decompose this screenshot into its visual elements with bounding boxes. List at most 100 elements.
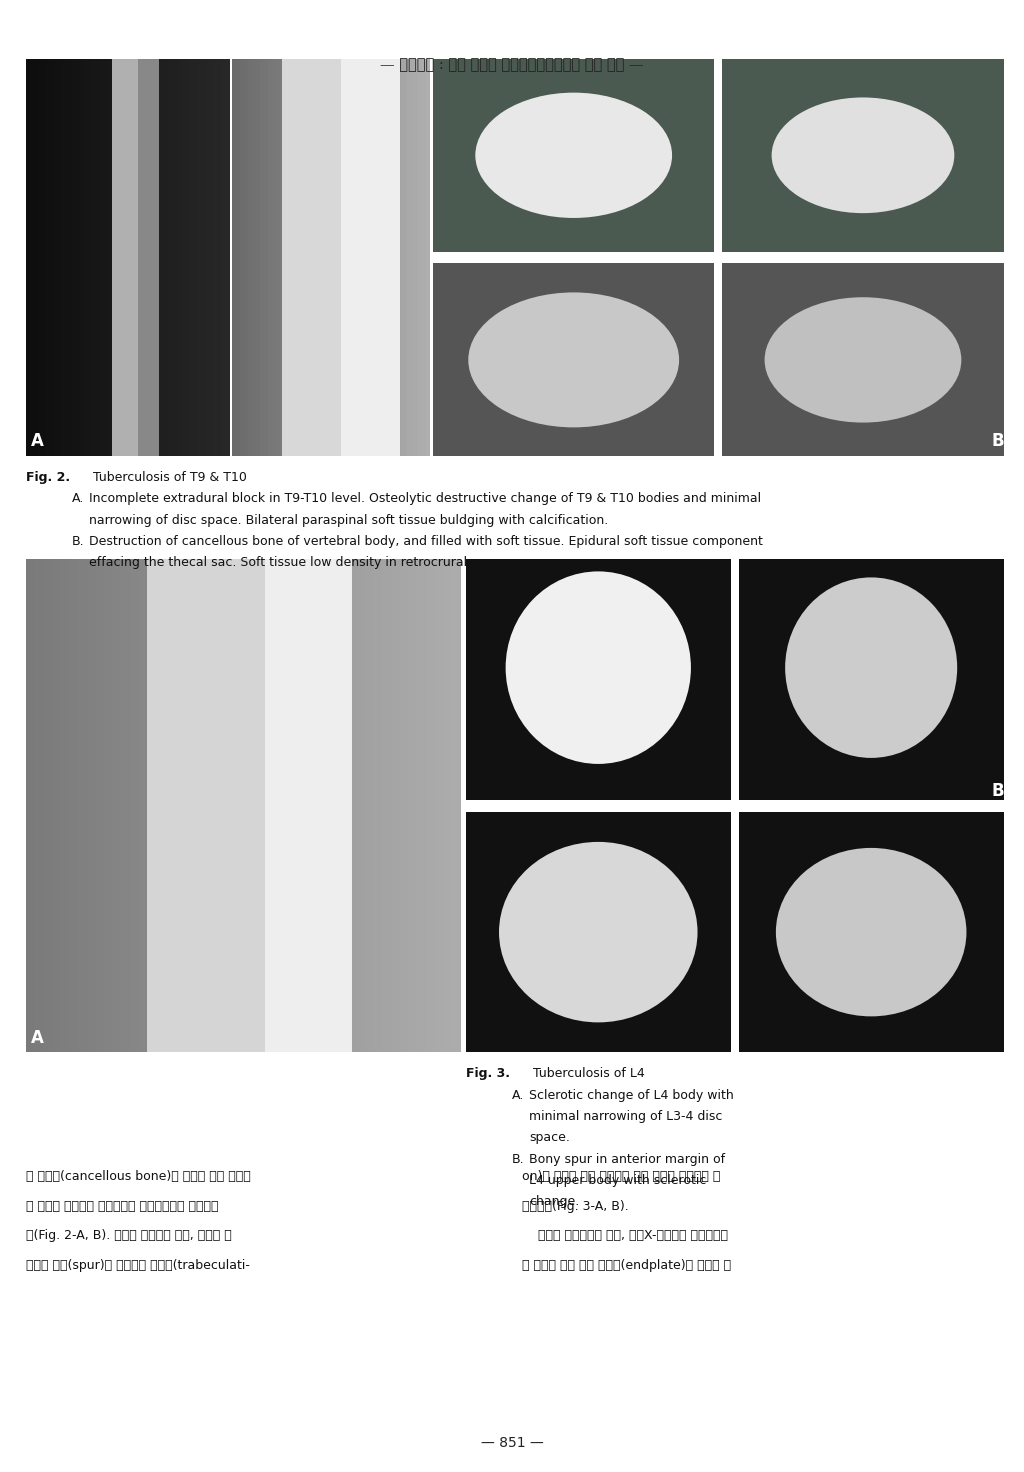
- Bar: [341, 59, 400, 456]
- Bar: [209, 559, 217, 1052]
- Text: — 임승수외 : 척추 결핵의 전산화단층촬영술에 대한 고찰 —: — 임승수외 : 척추 결핵의 전산화단층촬영술에 대한 고찰 —: [380, 59, 644, 72]
- Bar: [232, 59, 237, 456]
- Bar: [70, 559, 78, 1052]
- Ellipse shape: [765, 297, 962, 422]
- Ellipse shape: [506, 571, 691, 764]
- Text: minimal narrowing of L3-4 disc: minimal narrowing of L3-4 disc: [529, 1110, 723, 1123]
- Bar: [332, 59, 335, 456]
- Bar: [245, 59, 248, 456]
- Bar: [434, 559, 443, 1052]
- Text: Tuberculosis of L4: Tuberculosis of L4: [529, 1067, 645, 1080]
- Bar: [387, 59, 390, 456]
- Text: 다(Fig. 2-A, B). 경화성 골파괴의 경우, 척추체 전: 다(Fig. 2-A, B). 경화성 골파괴의 경우, 척추체 전: [26, 1229, 231, 1242]
- Bar: [38, 59, 42, 456]
- Bar: [394, 59, 398, 456]
- Text: 의 협소와 함께 인접 척추판(endplate)의 경미한 파: 의 협소와 함께 인접 척추판(endplate)의 경미한 파: [522, 1259, 731, 1272]
- Bar: [391, 559, 399, 1052]
- Text: 화농성 척추감염의 경우, 단순X-선촬영상 추간판간격: 화농성 척추감염의 경우, 단순X-선촬영상 추간판간격: [522, 1229, 728, 1242]
- Bar: [365, 559, 374, 1052]
- Bar: [234, 559, 244, 1052]
- Bar: [30, 59, 34, 456]
- Bar: [359, 59, 362, 456]
- Bar: [279, 559, 287, 1052]
- Bar: [248, 59, 252, 456]
- Bar: [426, 559, 435, 1052]
- Text: Fig. 2.: Fig. 2.: [26, 471, 70, 484]
- Bar: [173, 559, 182, 1052]
- Bar: [26, 559, 35, 1052]
- Text: — 851 —: — 851 —: [480, 1435, 544, 1450]
- Bar: [95, 59, 99, 456]
- Bar: [723, 263, 1004, 456]
- Text: A.: A.: [72, 492, 84, 505]
- Text: on)의 소실과 함께 추간판의 심한 파괴와 석회화를 동: on)의 소실과 함께 추간판의 심한 파괴와 석회화를 동: [522, 1170, 721, 1183]
- Bar: [121, 559, 130, 1052]
- Bar: [26, 59, 30, 456]
- Ellipse shape: [468, 293, 679, 427]
- Bar: [112, 59, 116, 456]
- Bar: [415, 59, 418, 456]
- Bar: [304, 559, 313, 1052]
- Bar: [367, 59, 371, 456]
- Bar: [383, 59, 387, 456]
- Text: B: B: [991, 782, 1004, 801]
- Bar: [226, 59, 230, 456]
- Bar: [58, 59, 62, 456]
- Bar: [153, 59, 157, 456]
- Bar: [165, 559, 174, 1052]
- Bar: [739, 559, 1004, 801]
- Bar: [190, 559, 200, 1052]
- Bar: [185, 59, 189, 456]
- Bar: [339, 559, 348, 1052]
- Bar: [265, 559, 352, 1052]
- Text: 반하였다(Fig. 3-A, B).: 반하였다(Fig. 3-A, B).: [522, 1200, 629, 1213]
- Text: Incomplete extradural block in T9-T10 level. Osteolytic destructive change of T9: Incomplete extradural block in T9-T10 le…: [89, 492, 761, 505]
- Bar: [272, 59, 275, 456]
- Bar: [136, 59, 140, 456]
- Bar: [157, 59, 161, 456]
- Bar: [156, 559, 165, 1052]
- Bar: [264, 59, 268, 456]
- Bar: [402, 59, 407, 456]
- Bar: [86, 559, 95, 1052]
- Bar: [292, 59, 296, 456]
- Text: space.: space.: [529, 1130, 570, 1144]
- Bar: [287, 559, 296, 1052]
- Ellipse shape: [499, 842, 697, 1023]
- Bar: [34, 59, 38, 456]
- Bar: [42, 59, 46, 456]
- Bar: [296, 59, 300, 456]
- Bar: [138, 59, 159, 456]
- Bar: [130, 559, 139, 1052]
- Bar: [112, 59, 138, 456]
- Bar: [407, 59, 411, 456]
- Bar: [165, 59, 169, 456]
- Text: A: A: [31, 1029, 44, 1047]
- Bar: [71, 59, 75, 456]
- Bar: [335, 59, 339, 456]
- Bar: [288, 59, 292, 456]
- Bar: [60, 559, 70, 1052]
- Bar: [124, 59, 128, 456]
- Bar: [225, 559, 234, 1052]
- Bar: [339, 59, 343, 456]
- Bar: [169, 59, 173, 456]
- Bar: [356, 559, 365, 1052]
- Bar: [355, 59, 359, 456]
- Bar: [418, 59, 422, 456]
- Bar: [418, 559, 426, 1052]
- Bar: [132, 59, 136, 456]
- Bar: [113, 559, 122, 1052]
- Bar: [282, 59, 351, 456]
- Bar: [173, 59, 177, 456]
- Bar: [87, 59, 91, 456]
- Text: effacing the thecal sac. Soft tissue low density in retrocrural space.: effacing the thecal sac. Soft tissue low…: [89, 556, 512, 570]
- Bar: [182, 559, 190, 1052]
- Ellipse shape: [772, 97, 954, 213]
- Bar: [46, 59, 50, 456]
- Bar: [319, 59, 324, 456]
- Bar: [295, 559, 304, 1052]
- Bar: [210, 59, 214, 456]
- Bar: [284, 59, 288, 456]
- Bar: [300, 59, 303, 456]
